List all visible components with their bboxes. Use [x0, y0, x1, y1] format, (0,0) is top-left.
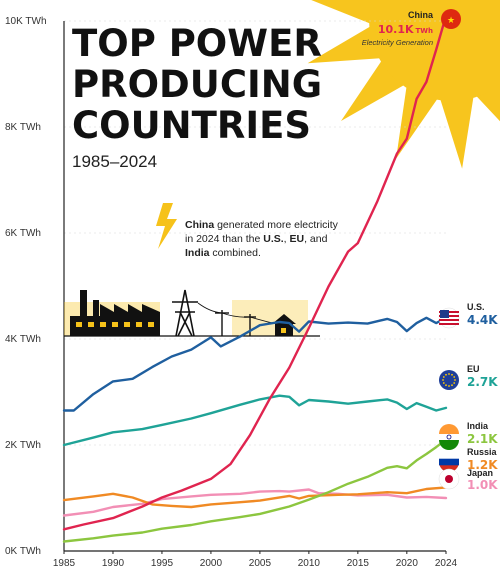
subtitle: 1985–2024: [72, 152, 157, 171]
skyline-backdrop-2: [232, 300, 308, 336]
series-label-eu: EU: [467, 364, 480, 374]
title-line-2: PRODUCING: [72, 63, 322, 106]
annotation-span: combined.: [210, 247, 261, 259]
annotation-span: , and: [304, 233, 328, 245]
x-tick-label: 1990: [102, 558, 125, 569]
x-tick-label: 2005: [249, 558, 272, 569]
x-tick-label: 2000: [200, 558, 223, 569]
y-axis-ticks: 0K TWh 2K TWh 4K TWh 6K TWh 8K TWh 10K TWh: [5, 16, 47, 557]
series-line-india: [62, 438, 448, 543]
factory-icon: [70, 290, 160, 336]
series-line-eu: [62, 394, 448, 447]
series-value-eu: 2.7K: [467, 375, 498, 389]
y-tick-label: 8K TWh: [5, 122, 41, 133]
china-note: Electricity Generation: [362, 38, 433, 47]
x-tick-label: 2015: [347, 558, 370, 569]
series-label-japan: Japan: [467, 468, 493, 478]
flag-icon-us: [438, 307, 460, 329]
china-flag-star: ★: [447, 15, 455, 25]
annotation-span: ,: [284, 233, 290, 245]
flag-icon-japan: [438, 468, 460, 490]
series-label-us: U.S.: [467, 302, 485, 312]
series-line-china: [62, 14, 448, 531]
annotation-span: U.S.: [263, 233, 284, 245]
gridlines: [64, 20, 446, 446]
series-label-russia: Russia: [467, 447, 498, 457]
power-tower-icon: [172, 289, 198, 337]
x-tick-label: 2020: [396, 558, 419, 569]
series-value-india: 2.1K: [467, 432, 498, 446]
y-tick-label: 0K TWh: [5, 546, 41, 557]
annotation-span: in 2024 than the: [185, 233, 263, 245]
annotation-span: China: [185, 219, 214, 231]
x-tick-label: 2024: [435, 558, 458, 569]
series-layer: [62, 14, 448, 543]
x-axis-ticks: 1985 1990 1995 2000 2005 2010 2015 2020 2024: [53, 551, 458, 569]
y-tick-label: 6K TWh: [5, 228, 41, 239]
china-value: 10.1K TWh: [378, 23, 433, 36]
x-tick-label: 2010: [298, 558, 321, 569]
flag-icon-russia: [439, 452, 459, 472]
annotation-span: EU: [290, 233, 305, 245]
series-value-us: 4.4K: [467, 313, 498, 327]
title-line-3: COUNTRIES: [72, 104, 311, 147]
annotation-span: India: [185, 247, 210, 259]
china-label: China: [408, 10, 434, 20]
flag-icon-eu: [439, 370, 459, 390]
series-value-russia: 1.2K: [467, 458, 498, 472]
china-value-unit: TWh: [416, 27, 433, 35]
x-tick-label: 1985: [53, 558, 76, 569]
series-line-japan: [62, 488, 448, 517]
utility-pole-icon: [197, 302, 283, 336]
china-callout: ★ China 10.1K TWh Electricity Generation: [362, 9, 461, 47]
series-line-russia: [62, 486, 448, 509]
series-labels: U.S.4.4K EU2.7K India2.1KRussia1.2KJapan1.…: [438, 302, 498, 492]
china-value-number: 10.1K: [378, 23, 414, 36]
series-value-japan: 1.0K: [467, 478, 498, 492]
annotation-text: China generated more electricity in 2024 …: [185, 219, 339, 259]
series-label-india: India: [467, 421, 489, 431]
annotation-span: generated more electricity: [214, 219, 338, 231]
china-flag-icon: [441, 9, 461, 29]
lightning-bolt-icon: [156, 203, 177, 249]
flag-icon-india: [439, 424, 459, 450]
skyline-illustration: [64, 289, 320, 337]
y-tick-label: 4K TWh: [5, 334, 41, 345]
series-line-us: [62, 316, 448, 412]
sun-core: [369, 0, 500, 101]
sun-burst-icon: [307, 0, 500, 169]
y-tick-label: 10K TWh: [5, 16, 47, 27]
y-tick-label: 2K TWh: [5, 440, 41, 451]
title-block: TOP POWER PRODUCING COUNTRIES 1985–2024: [72, 22, 322, 171]
x-tick-label: 1995: [151, 558, 174, 569]
title-line-1: TOP POWER: [72, 22, 322, 65]
